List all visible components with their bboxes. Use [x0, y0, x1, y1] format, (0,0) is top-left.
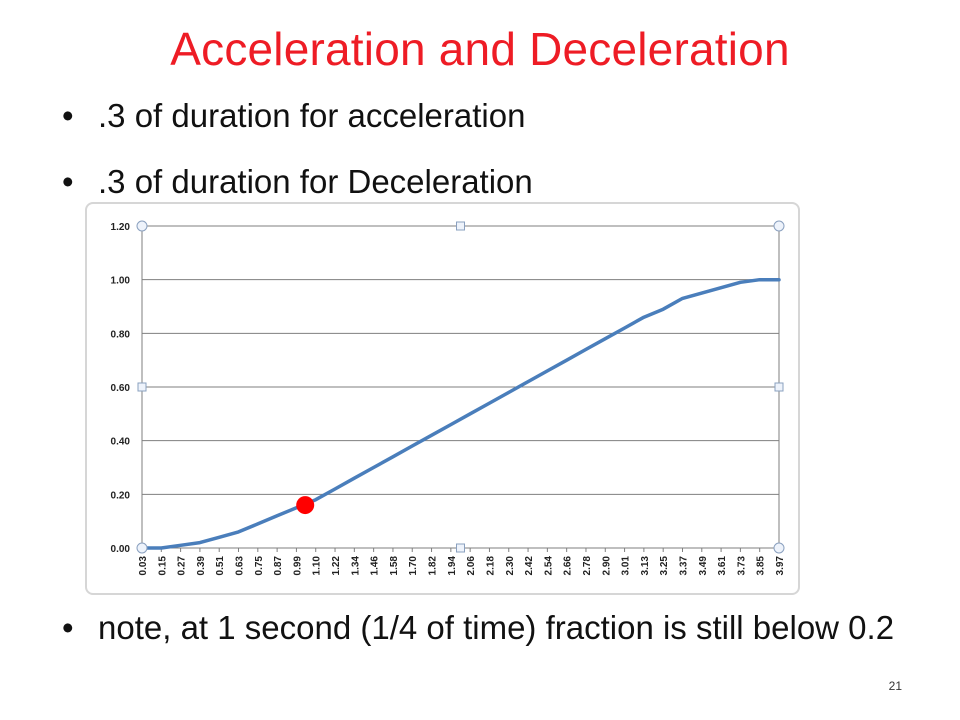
side-handle-1 [456, 543, 465, 553]
x-tick-label-27: 3.25 [659, 556, 670, 576]
x-tick-label-24: 2.90 [601, 556, 612, 576]
x-tick-label-19: 2.30 [505, 556, 516, 576]
x-tick-label-33: 3.97 [775, 556, 786, 576]
x-tick-label-13: 1.58 [389, 556, 400, 576]
x-tick-label-25: 3.01 [621, 556, 632, 576]
x-tick-label-10: 1.22 [331, 556, 342, 576]
x-tick-label-20: 2.42 [524, 556, 535, 576]
highlight-marker [296, 496, 315, 515]
x-tick-label-11: 1.34 [350, 556, 361, 576]
side-handle-3 [774, 382, 784, 392]
y-tick-label-6: 1.20 [111, 222, 131, 233]
x-tick-label-29: 3.49 [698, 556, 709, 576]
x-tick-label-15: 1.82 [428, 556, 439, 576]
x-tick-label-1: 0.15 [157, 556, 168, 576]
y-tick-label-3: 0.60 [111, 383, 131, 394]
x-tick-label-0: 0.03 [138, 556, 149, 576]
bullet-deceleration: .3 of duration for Deceleration [62, 162, 533, 202]
side-handle-0 [456, 221, 465, 231]
x-tick-label-12: 1.46 [370, 556, 381, 576]
x-tick-label-31: 3.73 [736, 556, 747, 576]
y-tick-label-5: 1.00 [111, 276, 131, 287]
x-tick-label-17: 2.06 [466, 556, 477, 576]
x-tick-label-2: 0.27 [177, 556, 188, 576]
y-tick-label-4: 0.80 [111, 329, 131, 340]
x-tick-label-8: 0.99 [292, 556, 303, 576]
bullet-note: note, at 1 second (1/4 of time) fraction… [62, 608, 948, 648]
page-number: 21 [888, 679, 902, 693]
bullet-acceleration: .3 of duration for acceleration [62, 96, 525, 136]
x-tick-label-4: 0.51 [215, 556, 226, 576]
x-tick-label-23: 2.78 [582, 556, 593, 576]
chart-frame[interactable]: 0.00 0.20 0.40 0.60 0.80 1.00 1.20 0.03 0.15 0.27… [85, 202, 800, 595]
corner-handle-2 [136, 542, 148, 554]
x-tick-label-16: 1.94 [447, 556, 458, 576]
slide-title: Acceleration and Deceleration [170, 23, 790, 75]
x-tick-label-6: 0.75 [254, 556, 265, 576]
x-tick-label-28: 3.37 [678, 556, 689, 576]
x-tick-label-21: 2.54 [543, 556, 554, 576]
x-tick-label-22: 2.66 [563, 556, 574, 576]
x-tick-label-9: 1.10 [312, 556, 323, 576]
x-tick-label-3: 0.39 [196, 556, 207, 576]
y-tick-label-0: 0.00 [111, 544, 131, 555]
corner-handle-1 [773, 220, 785, 232]
x-tick-label-26: 3.13 [640, 556, 651, 576]
y-tick-label-2: 0.40 [111, 437, 131, 448]
x-tick-label-7: 0.87 [273, 556, 284, 576]
x-tick-label-18: 2.18 [485, 556, 496, 576]
x-tick-label-5: 0.63 [235, 556, 246, 576]
side-handle-2 [137, 382, 147, 392]
series-line [140, 277, 781, 550]
x-tick-label-32: 3.85 [756, 556, 767, 576]
x-tick-label-30: 3.61 [717, 556, 728, 576]
x-tick-label-14: 1.70 [408, 556, 419, 576]
corner-handle-3 [773, 542, 785, 554]
corner-handle-0 [136, 220, 148, 232]
y-tick-label-1: 0.20 [111, 490, 131, 501]
line-chart: 0.00 0.20 0.40 0.60 0.80 1.00 1.20 0.03 0.15 0.27… [111, 220, 786, 576]
